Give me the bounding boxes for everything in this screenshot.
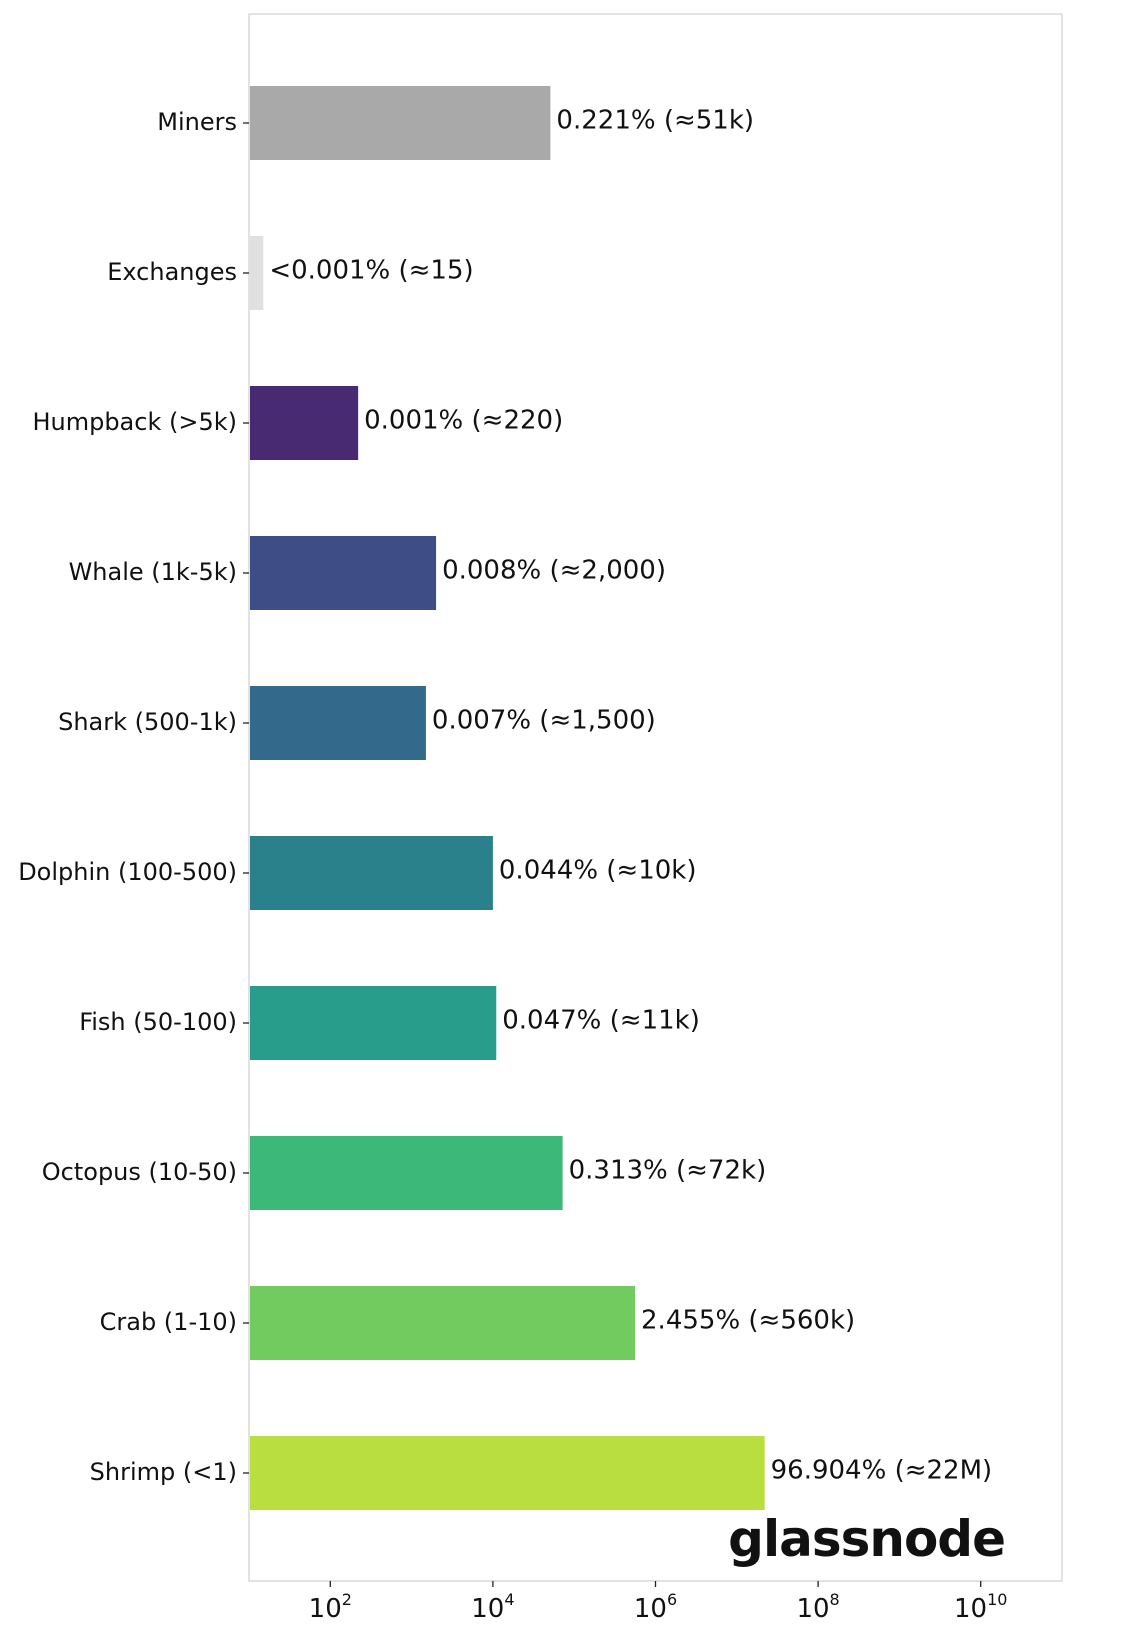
x-tick-label-10-4: 104 xyxy=(471,1590,514,1622)
x-tick-label-10-2: 102 xyxy=(309,1590,352,1622)
category-label-crab-1-10: Crab (1-10) xyxy=(100,1308,237,1336)
data-label-octopus-10-50: 0.313% (≈72k) xyxy=(569,1156,767,1186)
category-label-fish-50-100: Fish (50-100) xyxy=(79,1008,237,1036)
category-label-octopus-10-50: Octopus (10-50) xyxy=(42,1158,237,1186)
data-label-humpback-5k: 0.001% (≈220) xyxy=(364,406,563,436)
labels-layer: Miners 0.221% (≈51k) Exchanges <0.001% (≈15… xyxy=(18,106,992,1487)
glassnode-logo: glassnode xyxy=(728,1510,1005,1568)
x-axis-ticks: 102 104 106 108 1010 xyxy=(309,1581,1007,1624)
data-label-whale-1k-5k: 0.008% (≈2,000) xyxy=(442,556,666,586)
bar-crab-1-10 xyxy=(250,1286,636,1360)
bar-octopus-10-50 xyxy=(250,1136,563,1210)
x-tick-label-10-6: 106 xyxy=(634,1590,677,1622)
data-label-shrimp-1: 96.904% (≈22M) xyxy=(771,1456,993,1486)
bar-humpback-5k xyxy=(250,386,359,460)
category-label-exchanges: Exchanges xyxy=(107,258,237,286)
bars-layer xyxy=(250,86,765,1510)
bar-fish-50-100 xyxy=(250,986,497,1060)
x-tick-label-10-10: 1010 xyxy=(954,1590,1007,1622)
data-label-exchanges: <0.001% (≈15) xyxy=(269,256,473,286)
data-label-miners: 0.221% (≈51k) xyxy=(556,106,754,136)
category-label-shrimp-1: Shrimp (<1) xyxy=(90,1458,237,1486)
bar-miners xyxy=(250,86,551,160)
bar-exchanges xyxy=(250,236,264,310)
bar-shark-500-1k xyxy=(250,686,426,760)
x-tick-label-10-8: 108 xyxy=(796,1590,839,1622)
category-label-humpback-5k: Humpback (>5k) xyxy=(32,408,237,436)
data-label-crab-1-10: 2.455% (≈560k) xyxy=(641,1306,855,1336)
bar-shrimp-1 xyxy=(250,1436,765,1510)
category-label-shark-500-1k: Shark (500-1k) xyxy=(58,708,237,736)
bar-whale-1k-5k xyxy=(250,536,437,610)
category-label-whale-1k-5k: Whale (1k-5k) xyxy=(69,558,237,586)
bar-dolphin-100-500 xyxy=(250,836,493,910)
data-label-shark-500-1k: 0.007% (≈1,500) xyxy=(432,706,656,736)
category-label-dolphin-100-500: Dolphin (100-500) xyxy=(18,858,237,886)
data-label-fish-50-100: 0.047% (≈11k) xyxy=(502,1006,700,1036)
data-label-dolphin-100-500: 0.044% (≈10k) xyxy=(499,856,697,886)
category-label-miners: Miners xyxy=(157,108,237,136)
